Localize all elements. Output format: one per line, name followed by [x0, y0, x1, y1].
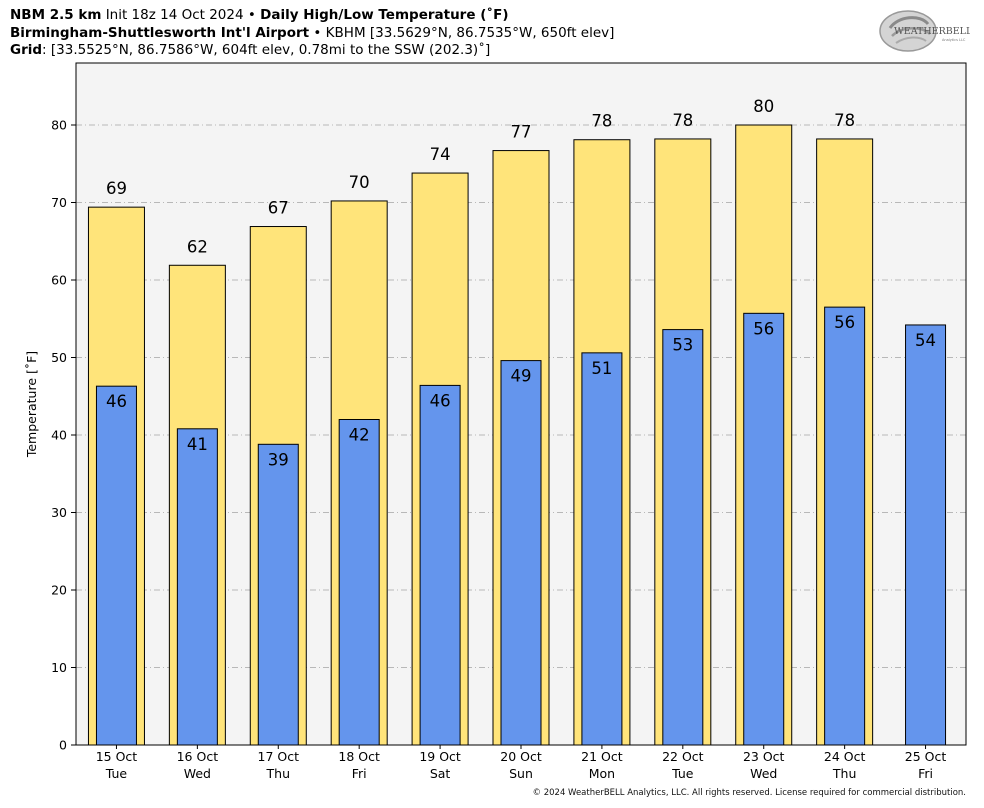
x-tick-label-day: Tue — [671, 766, 694, 781]
separator: • — [313, 25, 322, 41]
high-temp-label: 78 — [591, 112, 612, 131]
header-line-3: Grid: [33.5525°N, 86.7586°W, 604ft elev,… — [10, 41, 490, 59]
y-tick-label: 40 — [51, 428, 67, 443]
x-tick-label-date: 21 Oct — [581, 749, 623, 764]
y-tick-label: 80 — [51, 118, 67, 133]
header-line-1: NBM 2.5 km Init 18z 14 Oct 2024 • Daily … — [10, 6, 509, 24]
x-tick-label-day: Sun — [509, 766, 533, 781]
y-tick-label: 10 — [51, 660, 67, 675]
low-temp-label: 39 — [268, 450, 289, 469]
x-tick-label-day: Fri — [352, 766, 367, 781]
x-tick-label-day: Wed — [184, 766, 211, 781]
low-temp-bar — [581, 352, 623, 746]
x-tick-label-date: 17 Oct — [258, 749, 300, 764]
model-name: NBM 2.5 km — [10, 7, 102, 23]
high-temp-label: 62 — [187, 237, 208, 256]
y-tick-label: 60 — [51, 273, 67, 288]
grid-details: : [33.5525°N, 86.7586°W, 604ft elev, 0.7… — [42, 42, 491, 58]
low-temp-bar — [743, 312, 785, 746]
high-temp-label: 78 — [834, 111, 855, 130]
low-temp-bar — [338, 419, 380, 746]
x-tick-label-day: Thu — [832, 766, 856, 781]
y-tick-label: 20 — [51, 583, 67, 598]
y-tick-label: 0 — [59, 738, 67, 753]
low-temp-label: 51 — [591, 359, 612, 378]
high-temp-label: 78 — [672, 111, 693, 130]
station-name: Birmingham-Shuttlesworth Int'l Airport — [10, 25, 310, 41]
x-tick-label-day: Mon — [589, 766, 615, 781]
low-temp-label: 41 — [187, 435, 208, 454]
low-temp-bar — [257, 443, 299, 746]
x-tick-label-date: 24 Oct — [824, 749, 866, 764]
x-tick-label-day: Thu — [266, 766, 290, 781]
x-tick-label-date: 16 Oct — [177, 749, 219, 764]
copyright-notice: © 2024 WeatherBELL Analytics, LLC. All r… — [532, 788, 966, 798]
x-tick-label-day: Wed — [750, 766, 777, 781]
x-tick-label-day: Tue — [105, 766, 128, 781]
high-temp-label: 74 — [430, 145, 451, 164]
logo-text: WEATHERBELL — [894, 26, 970, 37]
station-details: KBHM [33.5629°N, 86.7535°W, 650ft elev] — [325, 25, 615, 41]
low-temp-bar — [176, 428, 218, 746]
product-name: Daily High/Low Temperature (˚F) — [260, 7, 509, 23]
y-axis-label: Temperature [˚F] — [24, 351, 39, 458]
logo-subtext: Analytics LLC — [942, 38, 966, 42]
x-tick-label-date: 18 Oct — [338, 749, 380, 764]
y-tick-label: 30 — [51, 505, 67, 520]
x-tick-label-date: 15 Oct — [96, 749, 138, 764]
low-temp-label: 46 — [106, 392, 127, 411]
low-temp-bar — [95, 385, 137, 746]
x-tick-label-date: 22 Oct — [662, 749, 704, 764]
y-tick-label: 50 — [51, 350, 67, 365]
low-temp-label: 56 — [834, 313, 855, 332]
y-tick-label: 70 — [51, 195, 67, 210]
low-temp-label: 42 — [349, 426, 370, 445]
low-temp-label: 56 — [753, 319, 774, 338]
grid-label: Grid — [10, 42, 43, 58]
high-temp-label: 70 — [349, 173, 370, 192]
low-temp-bar — [500, 360, 542, 746]
low-temp-bar — [419, 384, 461, 746]
x-tick-label-date: 20 Oct — [500, 749, 542, 764]
low-temp-label: 54 — [915, 331, 936, 350]
weatherbell-logo: WEATHERBELL Analytics LLC — [879, 10, 970, 52]
high-temp-label: 77 — [511, 123, 532, 142]
header-line-2: Birmingham-Shuttlesworth Int'l Airport •… — [10, 24, 614, 42]
low-temp-label: 46 — [430, 391, 451, 410]
x-tick-label-day: Fri — [918, 766, 933, 781]
low-temp-label: 53 — [672, 336, 693, 355]
high-temp-label: 80 — [753, 97, 774, 116]
high-temp-label: 67 — [268, 199, 289, 218]
x-tick-label-day: Sat — [430, 766, 451, 781]
separator: • — [247, 7, 256, 23]
x-tick-label-date: 19 Oct — [419, 749, 461, 764]
low-temp-bar — [905, 324, 947, 746]
high-temp-label: 69 — [106, 179, 127, 198]
low-temp-label: 49 — [511, 367, 532, 386]
init-time: Init 18z 14 Oct 2024 — [105, 7, 244, 23]
x-tick-label-date: 25 Oct — [905, 749, 947, 764]
low-temp-bar — [824, 306, 866, 746]
low-temp-bar — [662, 329, 704, 746]
x-tick-label-date: 23 Oct — [743, 749, 785, 764]
